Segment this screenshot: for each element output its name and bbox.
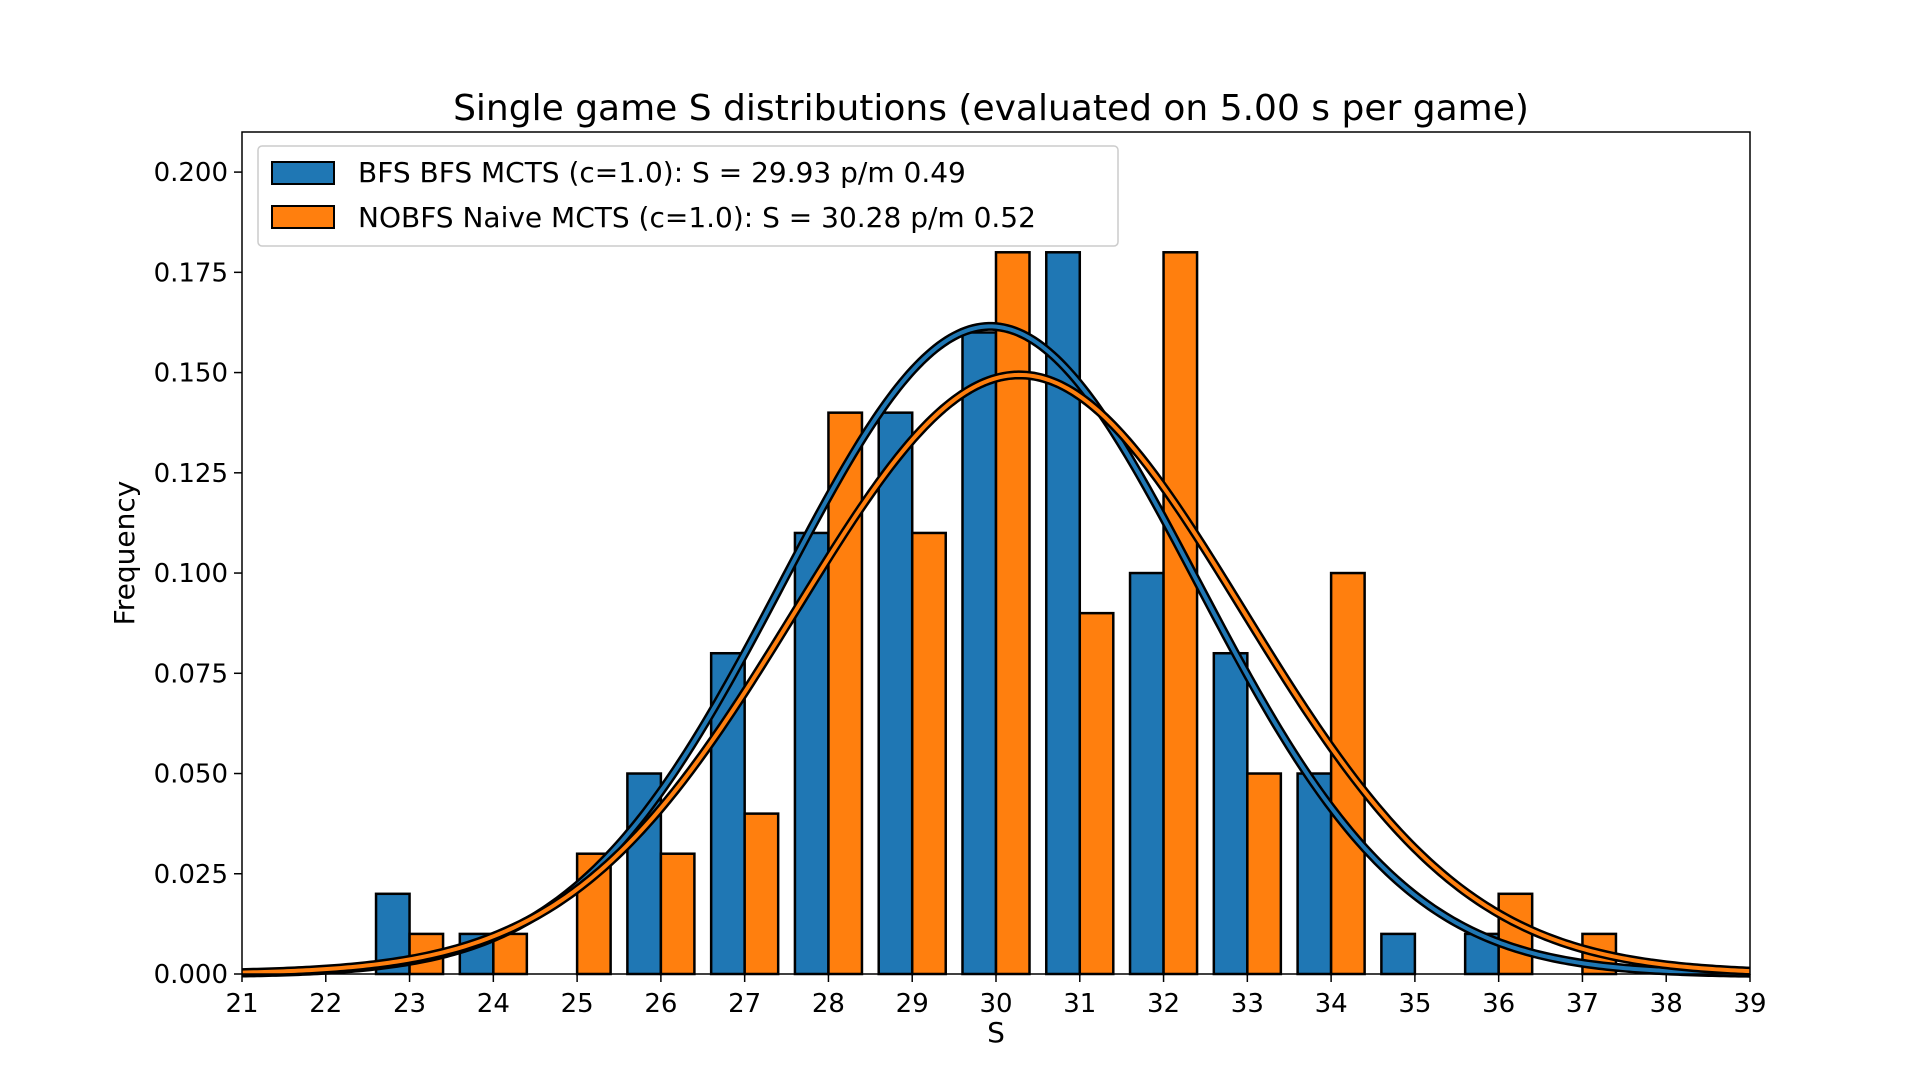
x-axis: 21 22 23 24 25 26 27 28 29 30 31 32 33 34 35 36 37 38 39 bbox=[225, 974, 1767, 1019]
bar-nobfs-30 bbox=[994, 251, 1031, 976]
x-tick-label: 24 bbox=[477, 989, 510, 1019]
x-tick-label: 28 bbox=[812, 989, 845, 1019]
bar-nobfs-29 bbox=[910, 531, 947, 976]
bars-layer bbox=[374, 251, 1618, 976]
y-tick-label: 0.025 bbox=[154, 860, 228, 890]
x-axis-label: S bbox=[987, 1016, 1005, 1049]
bar-bfs-29 bbox=[877, 411, 914, 976]
y-tick-label: 0.100 bbox=[154, 559, 228, 589]
x-tick-label: 22 bbox=[309, 989, 342, 1019]
bar-nobfs-31 bbox=[1078, 611, 1115, 976]
x-tick-label: 37 bbox=[1566, 989, 1599, 1019]
x-tick-label: 31 bbox=[1063, 989, 1096, 1019]
x-tick-label: 38 bbox=[1650, 989, 1683, 1019]
legend-swatch-nobfs bbox=[271, 205, 335, 229]
y-tick-label: 0.175 bbox=[154, 258, 228, 288]
legend: BFS BFS MCTS (c=1.0): S = 29.93 p/m 0.49… bbox=[257, 145, 1119, 247]
x-tick-label: 39 bbox=[1733, 989, 1766, 1019]
y-axis: 0.000 0.025 0.050 0.075 0.100 0.125 0.150 0.175… bbox=[154, 158, 242, 990]
x-tick-label: 26 bbox=[644, 989, 677, 1019]
bar-bfs-33 bbox=[1212, 651, 1249, 976]
bar-nobfs-32 bbox=[1162, 251, 1199, 976]
fit-curve-nobfs bbox=[241, 372, 1751, 975]
y-tick-label: 0.150 bbox=[154, 359, 228, 389]
legend-label-nobfs: NOBFS Naive MCTS (c=1.0): S = 30.28 p/m … bbox=[358, 201, 1036, 234]
x-tick-label: 35 bbox=[1398, 989, 1431, 1019]
y-tick-label: 0.075 bbox=[154, 659, 228, 689]
bar-bfs-35 bbox=[1380, 932, 1417, 976]
bar-nobfs-27 bbox=[743, 812, 780, 976]
curves-layer bbox=[241, 321, 1751, 978]
legend-frame bbox=[257, 145, 1119, 247]
chart-title: Single game S distributions (evaluated o… bbox=[453, 88, 1529, 129]
legend-swatch-bfs bbox=[271, 161, 335, 185]
bar-nobfs-26 bbox=[659, 852, 696, 976]
x-tick-label: 27 bbox=[728, 989, 761, 1019]
y-tick-label: 0.125 bbox=[154, 459, 228, 489]
x-tick-label: 36 bbox=[1482, 989, 1515, 1019]
y-axis-label: Frequency bbox=[108, 481, 141, 626]
y-tick-label: 0.050 bbox=[154, 760, 228, 790]
x-tick-label: 23 bbox=[393, 989, 426, 1019]
x-tick-label: 25 bbox=[561, 989, 594, 1019]
bar-nobfs-24 bbox=[492, 932, 529, 976]
x-tick-label: 21 bbox=[225, 989, 258, 1019]
bar-nobfs-28 bbox=[827, 411, 864, 976]
x-tick-label: 33 bbox=[1231, 989, 1264, 1019]
bar-bfs-32 bbox=[1128, 571, 1165, 976]
bar-bfs-30 bbox=[961, 331, 998, 976]
x-tick-label: 30 bbox=[979, 989, 1012, 1019]
y-tick-label: 0.000 bbox=[154, 960, 228, 990]
x-tick-label: 34 bbox=[1315, 989, 1348, 1019]
bar-nobfs-33 bbox=[1246, 772, 1283, 976]
x-tick-label: 29 bbox=[896, 989, 929, 1019]
x-tick-label: 32 bbox=[1147, 989, 1180, 1019]
bar-nobfs-36 bbox=[1497, 892, 1534, 976]
legend-label-bfs: BFS BFS MCTS (c=1.0): S = 29.93 p/m 0.49 bbox=[358, 156, 966, 189]
y-tick-label: 0.200 bbox=[154, 158, 228, 188]
